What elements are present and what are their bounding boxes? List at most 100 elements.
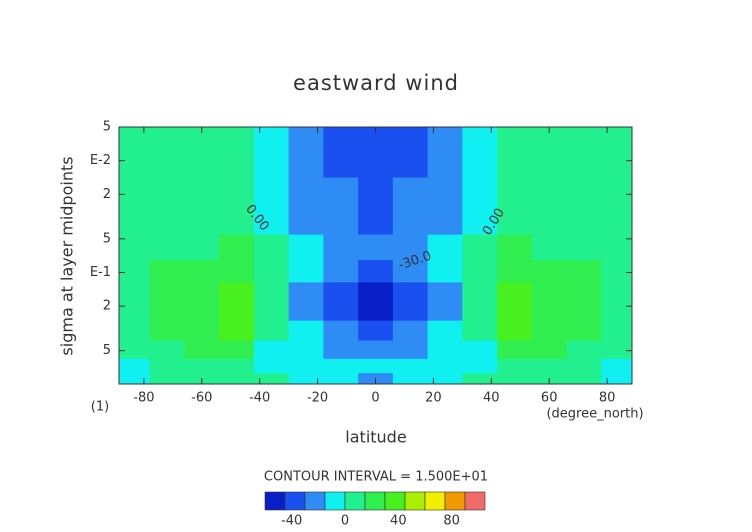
field-cell xyxy=(149,358,185,374)
field-cell xyxy=(184,234,220,261)
field-cell xyxy=(219,358,255,374)
field-cell xyxy=(288,301,324,322)
field-cell xyxy=(601,207,633,236)
field-cell xyxy=(358,127,394,149)
colorbar-cell xyxy=(444,491,466,511)
field-cell xyxy=(497,320,533,342)
colorbar-cell xyxy=(264,491,286,511)
field-cell xyxy=(323,207,359,236)
field-cell xyxy=(288,148,324,178)
field-cell xyxy=(427,127,463,149)
field-cell xyxy=(219,282,255,302)
x-tick-label: -40 xyxy=(249,391,270,406)
field-cell xyxy=(288,320,324,342)
field-cell xyxy=(427,320,463,342)
field-cell xyxy=(462,301,498,322)
field-cell xyxy=(253,148,290,178)
field-cell xyxy=(119,301,151,322)
field-cell xyxy=(219,177,255,209)
field-cell xyxy=(219,301,255,322)
field-cell xyxy=(601,320,633,342)
field-cell xyxy=(601,127,633,149)
field-cell xyxy=(566,127,602,149)
colorbar-cell xyxy=(304,491,326,511)
field-cell xyxy=(219,127,255,149)
field-cell xyxy=(531,177,568,209)
field-cell xyxy=(288,127,324,149)
field-cell xyxy=(184,207,220,236)
field-cell xyxy=(119,358,151,374)
field-cell xyxy=(566,373,602,385)
field-cell xyxy=(253,340,290,360)
field-cell xyxy=(323,320,359,342)
field-cell xyxy=(219,340,255,360)
field-cell xyxy=(531,207,568,236)
field-cell xyxy=(566,148,602,178)
field-cell xyxy=(149,207,185,236)
x-tick-label: 60 xyxy=(541,391,558,406)
field-cell xyxy=(531,234,568,261)
field-cell xyxy=(392,358,429,374)
field-cell xyxy=(392,177,429,209)
field-cell xyxy=(119,177,151,209)
y-tick-label: E-1 xyxy=(90,265,111,280)
field-cell xyxy=(184,358,220,374)
field-cell xyxy=(392,127,429,149)
field-cell xyxy=(427,358,463,374)
field-cell xyxy=(288,373,324,385)
y-tick-label: 5 xyxy=(103,343,111,358)
field-cell xyxy=(358,207,394,236)
colorbar-cell xyxy=(424,491,446,511)
field-cell xyxy=(184,301,220,322)
field-cell xyxy=(601,373,633,385)
field-cell xyxy=(427,177,463,209)
colorbar-tick-label: 0 xyxy=(341,514,349,529)
field-cell xyxy=(497,148,533,178)
field-cell xyxy=(392,234,429,261)
field-cell xyxy=(253,207,290,236)
field-cell xyxy=(323,148,359,178)
field-cell xyxy=(323,340,359,360)
field-cell xyxy=(358,320,394,342)
field-cell xyxy=(462,148,498,178)
field-cell xyxy=(566,301,602,322)
field-cell xyxy=(392,373,429,385)
field-cell xyxy=(427,260,463,283)
field-cell xyxy=(149,320,185,342)
field-cell xyxy=(184,282,220,302)
field-cell xyxy=(427,340,463,360)
field-cell xyxy=(149,260,185,283)
colorbar-cell xyxy=(384,491,406,511)
field-cell xyxy=(253,234,290,261)
field-cell xyxy=(531,340,568,360)
field-cell xyxy=(288,234,324,261)
field-cell xyxy=(119,207,151,236)
field-cell xyxy=(427,373,463,385)
field-cell xyxy=(462,373,498,385)
field-cell xyxy=(253,177,290,209)
field-cell xyxy=(566,177,602,209)
field-cell xyxy=(323,282,359,302)
field-cell xyxy=(149,234,185,261)
field-cell xyxy=(323,234,359,261)
contour-interval: CONTOUR INTERVAL = 1.500E+01 xyxy=(264,470,488,485)
field-cell xyxy=(288,358,324,374)
field-cell xyxy=(119,282,151,302)
field-cell xyxy=(531,301,568,322)
field-cell xyxy=(462,320,498,342)
field-cell xyxy=(601,301,633,322)
field-cell xyxy=(219,207,255,236)
field-cell xyxy=(392,282,429,302)
field-cell xyxy=(253,358,290,374)
field-cell xyxy=(358,260,394,283)
field-cell xyxy=(392,320,429,342)
field-cell xyxy=(253,320,290,342)
field-cell xyxy=(323,260,359,283)
field-cell xyxy=(253,373,290,385)
field-cell xyxy=(119,320,151,342)
field-cell xyxy=(566,320,602,342)
field-cell xyxy=(566,358,602,374)
field-cell xyxy=(184,148,220,178)
corner-label: (1) xyxy=(91,400,109,415)
field-cell xyxy=(601,282,633,302)
